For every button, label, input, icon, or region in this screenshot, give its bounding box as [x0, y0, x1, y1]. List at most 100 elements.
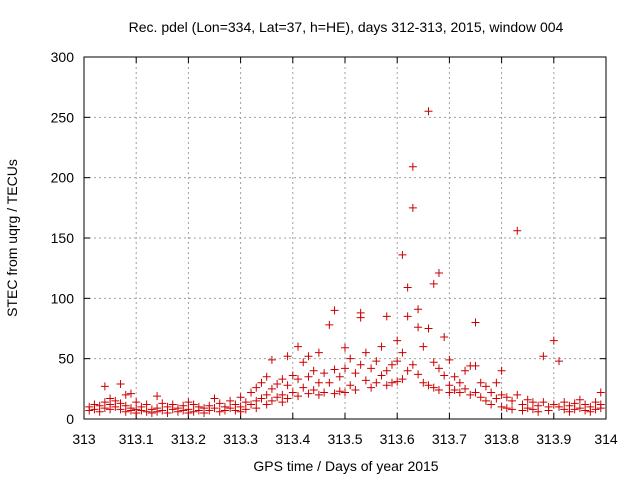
data-point — [414, 370, 423, 379]
data-point — [278, 398, 287, 407]
data-point — [387, 378, 396, 387]
data-point — [126, 406, 135, 415]
data-point — [440, 332, 449, 341]
data-point — [85, 406, 94, 415]
data-point — [273, 380, 282, 389]
data-point — [163, 408, 172, 417]
data-point — [179, 406, 188, 415]
y-tick-label: 50 — [58, 351, 74, 367]
x-tick-label: 313.8 — [484, 431, 519, 447]
x-tick-label: 313.5 — [327, 431, 362, 447]
data-point — [497, 390, 506, 399]
data-point — [304, 372, 313, 381]
data-point — [100, 404, 109, 413]
data-point — [121, 407, 130, 416]
data-point — [262, 390, 271, 399]
data-point — [267, 396, 276, 405]
data-point — [341, 388, 349, 397]
x-tick-label: 313.2 — [171, 431, 206, 447]
data-point — [137, 406, 146, 415]
data-point — [528, 398, 537, 407]
x-tick-label: 313.3 — [223, 431, 258, 447]
data-point — [309, 366, 318, 375]
data-point — [518, 406, 527, 415]
data-point — [168, 405, 177, 414]
data-point — [461, 384, 470, 393]
data-point — [591, 405, 600, 414]
data-point — [262, 372, 271, 381]
data-point — [596, 404, 605, 413]
data-point — [247, 400, 256, 409]
data-point — [539, 398, 548, 407]
data-point — [372, 357, 381, 366]
data-point — [408, 360, 417, 369]
data-point — [382, 366, 391, 375]
y-tick-label: 0 — [66, 411, 74, 427]
data-point — [267, 384, 276, 393]
data-point — [210, 404, 219, 413]
data-point — [90, 405, 99, 414]
data-point — [241, 398, 250, 407]
data-point — [450, 372, 459, 381]
data-point — [555, 402, 564, 411]
data-point — [205, 406, 214, 415]
data-point — [132, 398, 141, 407]
data-point — [210, 394, 219, 403]
data-point — [424, 324, 433, 333]
data-point — [247, 388, 256, 397]
data-point — [351, 369, 360, 378]
y-tick-label: 100 — [51, 290, 75, 306]
data-point — [461, 366, 470, 375]
data-point — [403, 283, 412, 292]
y-axis-ticks: 0 50 100 150 200 250 300 — [51, 49, 606, 427]
data-point — [106, 405, 115, 414]
data-point — [419, 378, 428, 387]
data-point — [445, 355, 454, 364]
data-point — [153, 392, 162, 401]
data-point — [231, 406, 240, 415]
data-point — [513, 226, 522, 235]
data-point — [257, 378, 266, 387]
data-point — [330, 389, 339, 398]
data-point — [570, 405, 579, 414]
data-point — [429, 358, 438, 367]
x-tick-label: 313.6 — [380, 431, 415, 447]
data-point — [471, 361, 480, 370]
data-point — [382, 381, 391, 390]
data-point — [596, 388, 605, 397]
data-point — [487, 400, 496, 409]
data-point — [252, 396, 261, 405]
data-point — [304, 352, 313, 361]
data-point — [184, 398, 193, 407]
data-point — [356, 313, 365, 322]
data-point — [294, 375, 303, 384]
data-point — [393, 357, 402, 366]
data-point — [320, 388, 329, 397]
x-tick-label: 313.4 — [275, 431, 310, 447]
x-tick-label: 313.1 — [119, 431, 154, 447]
data-point — [367, 364, 376, 373]
data-point — [575, 404, 584, 413]
data-point — [544, 406, 553, 415]
data-point — [560, 405, 569, 414]
data-point — [121, 390, 130, 399]
data-point — [445, 381, 454, 390]
data-point — [330, 306, 339, 315]
data-point — [398, 348, 407, 357]
data-point — [492, 378, 501, 387]
data-point — [252, 383, 261, 392]
data-point — [335, 387, 344, 396]
data-point — [116, 405, 125, 414]
data-point — [299, 383, 308, 392]
data-point — [408, 162, 417, 171]
data-point — [142, 400, 151, 409]
data-point — [273, 393, 282, 402]
data-point — [294, 342, 303, 351]
data-point — [189, 407, 198, 416]
data-point — [429, 383, 438, 392]
x-axis-label: GPS time / Days of year 2015 — [253, 458, 438, 474]
data-point — [455, 388, 464, 397]
data-point — [153, 407, 162, 416]
data-point — [304, 389, 313, 398]
data-point — [288, 371, 297, 380]
